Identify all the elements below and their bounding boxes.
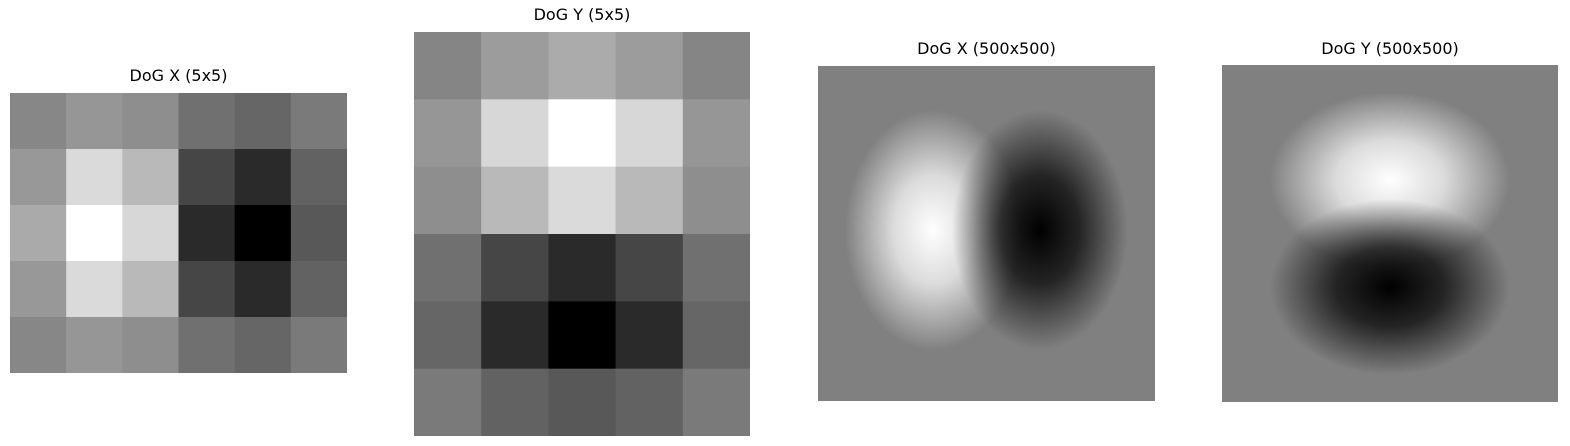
- pixel-cell: [481, 301, 549, 370]
- pixel-cell: [234, 149, 292, 206]
- panel-title: DoG Y (500x500): [1321, 39, 1459, 58]
- pixel-cell: [414, 32, 482, 100]
- pixel-cell: [66, 93, 123, 150]
- dog-x-500x500-image: [818, 66, 1155, 401]
- pixel-cell: [481, 32, 549, 100]
- pixel-cell: [122, 317, 180, 373]
- pixel-cell: [481, 99, 549, 168]
- panel-title: DoG Y (5x5): [533, 5, 631, 24]
- pixel-cell: [682, 166, 750, 235]
- pixel-cell: [178, 261, 236, 318]
- pixel-cell: [66, 149, 123, 206]
- dog-x-5x5-image: [10, 93, 347, 373]
- pixel-cell: [481, 234, 549, 302]
- pixel-cell: [234, 317, 292, 373]
- pixel-cell: [548, 301, 617, 370]
- pixel-cell: [615, 368, 684, 436]
- pixel-cell: [481, 368, 549, 436]
- pixel-cell: [548, 368, 617, 436]
- pixel-cell: [414, 99, 482, 168]
- pixel-cell: [290, 261, 347, 318]
- pixel-cell: [178, 205, 236, 262]
- pixel-cell: [615, 301, 684, 370]
- pixel-cell: [234, 93, 292, 150]
- pixel-cell: [682, 368, 750, 436]
- pixel-cell: [290, 149, 347, 206]
- pixel-cell: [10, 317, 67, 373]
- pixel-cell: [122, 149, 180, 206]
- pixel-cell: [414, 234, 482, 302]
- pixel-cell: [10, 205, 67, 262]
- pixel-cell: [234, 205, 292, 262]
- pixel-cell: [66, 317, 123, 373]
- panel-title: DoG X (5x5): [129, 66, 228, 85]
- pixel-cell: [290, 205, 347, 262]
- pixel-cell: [290, 93, 347, 150]
- pixel-cell: [66, 261, 123, 318]
- pixel-cell: [615, 99, 684, 168]
- pixel-cell: [682, 99, 750, 168]
- dog-y-5x5-image: [414, 32, 750, 436]
- negative-lobe: [952, 110, 1128, 350]
- pixel-cell: [178, 149, 236, 206]
- pixel-cell: [66, 205, 123, 262]
- panel-title: DoG X (500x500): [917, 39, 1056, 58]
- pixel-cell: [615, 166, 684, 235]
- pixel-cell: [414, 166, 482, 235]
- pixel-cell: [178, 317, 236, 373]
- pixel-cell: [10, 261, 67, 318]
- pixel-cell: [548, 99, 617, 168]
- pixel-cell: [290, 317, 347, 373]
- pixel-cell: [122, 93, 180, 150]
- pixel-cell: [234, 261, 292, 318]
- pixel-cell: [10, 93, 67, 150]
- pixel-cell: [10, 149, 67, 206]
- pixel-cell: [682, 32, 750, 100]
- pixel-cell: [414, 301, 482, 370]
- pixel-cell: [615, 234, 684, 302]
- pixel-cell: [682, 301, 750, 370]
- pixel-cell: [548, 166, 617, 235]
- pixel-cell: [122, 261, 180, 318]
- pixel-cell: [548, 32, 617, 100]
- pixel-cell: [122, 205, 180, 262]
- dog-y-500x500-image: [1222, 65, 1558, 402]
- pixel-cell: [682, 234, 750, 302]
- pixel-cell: [548, 234, 617, 302]
- negative-lobe: [1270, 199, 1510, 375]
- pixel-cell: [178, 93, 236, 150]
- pixel-cell: [481, 166, 549, 235]
- pixel-cell: [414, 368, 482, 436]
- pixel-cell: [615, 32, 684, 100]
